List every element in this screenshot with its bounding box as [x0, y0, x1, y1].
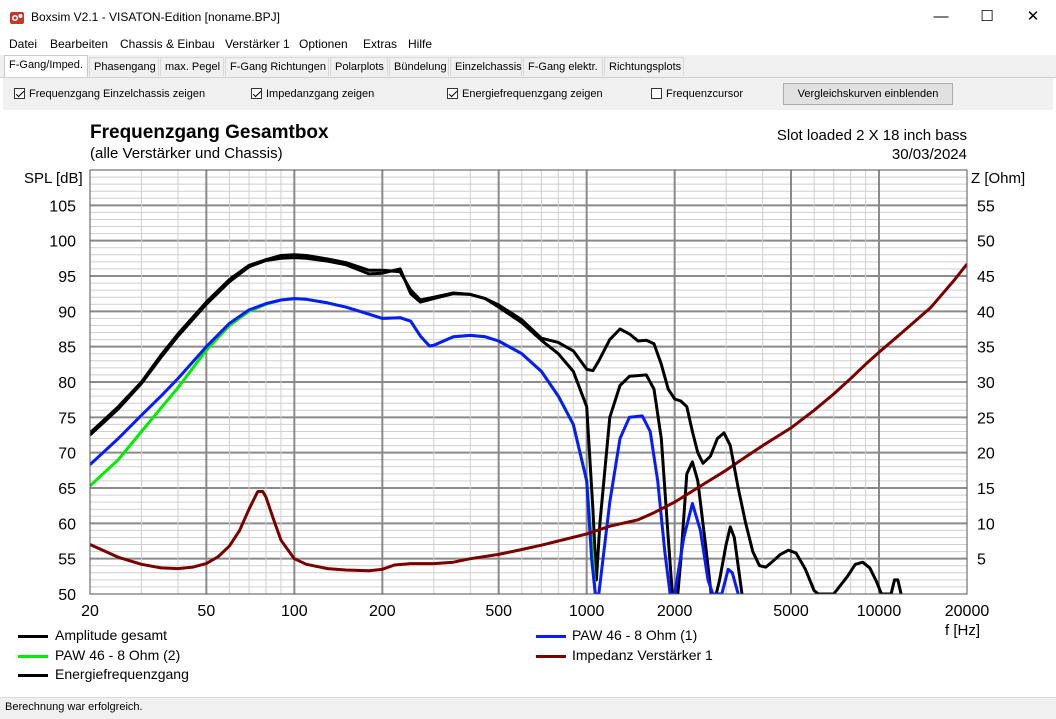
tab-polarplots[interactable]: Polarplots: [330, 57, 388, 76]
y-tick-label: 80: [58, 375, 76, 392]
project-name: Slot loaded 2 X 18 inch bass: [777, 127, 967, 144]
tab-phasengang[interactable]: Phasengang: [89, 57, 159, 76]
status-text: Berechnung war erfolgreich.: [5, 701, 143, 713]
legend-swatch-impedanz: [536, 655, 566, 658]
x-tick-label: 10000: [857, 603, 902, 620]
menu-bearbeiten[interactable]: Bearbeiten: [50, 37, 109, 51]
checkbox-energiefrequenzgang[interactable]: Energiefrequenzgang zeigen: [447, 88, 603, 100]
menu-datei[interactable]: Datei: [9, 37, 38, 51]
frequency-response-chart[interactable]: Frequenzgang Gesamtbox (alle Verstärker …: [3, 112, 1053, 696]
maximize-button[interactable]: ☐: [980, 8, 994, 25]
y2-tick-label: 35: [977, 340, 995, 357]
x-tick-label: 500: [485, 603, 512, 620]
y-axis-label: SPL [dB]: [24, 170, 83, 187]
plot-panel: Frequenzgang Gesamtbox (alle Verstärker …: [3, 112, 1053, 696]
tab-max-pegel[interactable]: max. Pegel: [160, 57, 224, 76]
chart-grid: [90, 170, 967, 594]
chart-subtitle: (alle Verstärker und Chassis): [90, 145, 283, 162]
menu-verstaerker[interactable]: Verstärker 1: [225, 37, 290, 51]
checkbox-frequenzcursor-box[interactable]: [651, 88, 662, 99]
legend-swatch-paw46-2: [18, 655, 48, 658]
curve-paw-46-8-ohm-1-: [90, 297, 740, 594]
x-axis-label: f [Hz]: [945, 622, 980, 639]
legend-swatch-paw46-1: [536, 635, 566, 638]
checkbox-energiefrequenzgang-box[interactable]: [447, 88, 458, 99]
chart-date: 30/03/2024: [892, 146, 967, 163]
legend-label-impedanz: Impedanz Verstärker 1: [572, 647, 713, 663]
y-tick-label: 55: [58, 552, 76, 569]
tab-f-gang-elektr[interactable]: F-Gang elektr.: [523, 57, 603, 76]
checkbox-energiefrequenzgang-label: Energiefrequenzgang zeigen: [462, 88, 603, 100]
y-tick-label: 90: [58, 304, 76, 321]
chart-tick-labels: 50 55 60 65 70 75 80 85 90 95 100 105 5 10 15 20 25 30 35 4…: [49, 198, 995, 620]
x-tick-label: 50: [197, 603, 215, 620]
plot-frame: [89, 169, 968, 595]
tab-buendelung[interactable]: Bündelung: [389, 57, 449, 76]
y-tick-label: 50: [58, 587, 76, 604]
legend-label-paw46-2: PAW 46 - 8 Ohm (2): [55, 647, 181, 663]
checkbox-impedanzgang[interactable]: Impedanzgang zeigen: [251, 88, 374, 100]
tab-f-gang-richtungen[interactable]: F-Gang Richtungen: [225, 57, 329, 76]
checkbox-einzelchassis-label: Frequenzgang Einzelchassis zeigen: [29, 88, 206, 100]
tab-richtungsplots[interactable]: Richtungsplots: [604, 57, 684, 76]
legend-label-amplitude-gesamt: Amplitude gesamt: [55, 627, 168, 643]
chart-curves: [90, 253, 967, 594]
y-tick-label: 70: [58, 446, 76, 463]
tab-bar: F-Gang/Imped. Phasengang max. Pegel F-Ga…: [0, 55, 1056, 78]
chart-title: Frequenzgang Gesamtbox: [90, 122, 329, 143]
legend-swatch-energiefrequenzgang: [18, 674, 48, 677]
window-title: Boxsim V2.1 - VISATON-Edition [noname.BP…: [31, 10, 280, 24]
menu-chassis-einbau[interactable]: Chassis & Einbau: [120, 37, 215, 51]
x-tick-label: 5000: [773, 603, 809, 620]
y2-tick-label: 20: [977, 446, 995, 463]
checkbox-frequenzcursor[interactable]: Frequenzcursor: [651, 88, 743, 100]
checkbox-impedanzgang-box[interactable]: [251, 88, 262, 99]
y2-tick-label: 40: [977, 304, 995, 321]
y2-tick-label: 5: [977, 552, 986, 569]
y-tick-label: 95: [58, 269, 76, 286]
checkbox-einzelchassis-box[interactable]: [14, 88, 25, 99]
x-tick-label: 20: [81, 603, 99, 620]
y2-tick-label: 25: [977, 410, 995, 427]
checkbox-impedanzgang-label: Impedanzgang zeigen: [266, 88, 375, 100]
close-button[interactable]: ✕: [1026, 8, 1040, 25]
y-tick-label: 65: [58, 481, 76, 498]
y2-axis-label: Z [Ohm]: [971, 170, 1025, 187]
curve-energiefrequenzgang: [90, 256, 903, 594]
curve-amplitude-gesamt: [90, 253, 744, 594]
x-tick-label: 20000: [945, 603, 990, 620]
y2-tick-label: 50: [977, 234, 995, 251]
menu-hilfe[interactable]: Hilfe: [408, 37, 433, 51]
minimize-button[interactable]: —: [933, 8, 949, 25]
x-tick-label: 100: [281, 603, 308, 620]
tab-einzelchassis[interactable]: Einzelchassis: [450, 57, 522, 76]
tab-f-gang-imped[interactable]: F-Gang/Imped.: [4, 55, 88, 77]
curve-impedanz-verst-rker-1: [90, 263, 967, 573]
vergleichskurven-button[interactable]: Vergleichskurven einblenden: [783, 83, 953, 105]
y2-tick-label: 55: [977, 198, 995, 215]
menu-extras[interactable]: Extras: [363, 37, 398, 51]
y-tick-label: 75: [58, 410, 76, 427]
checkbox-frequenzcursor-label: Frequenzcursor: [666, 88, 744, 100]
legend-label-paw46-1: PAW 46 - 8 Ohm (1): [572, 627, 698, 643]
x-tick-label: 2000: [657, 603, 693, 620]
legend-swatch-amplitude-gesamt: [18, 635, 48, 638]
y-tick-label: 85: [58, 340, 76, 357]
y2-tick-label: 15: [977, 481, 995, 498]
y2-tick-label: 45: [977, 269, 995, 286]
y-tick-label: 60: [58, 516, 76, 533]
menu-bar: Datei Bearbeiten Chassis & Einbau Verstä…: [0, 34, 1056, 54]
title-bar: Boxsim V2.1 - VISATON-Edition [noname.BP…: [0, 0, 1056, 34]
y2-tick-label: 10: [977, 516, 995, 533]
checkbox-einzelchassis[interactable]: Frequenzgang Einzelchassis zeigen: [14, 88, 205, 100]
legend-label-energiefrequenzgang: Energiefrequenzgang: [55, 666, 189, 682]
boxsim-app-icon: [10, 12, 24, 24]
menu-optionen[interactable]: Optionen: [299, 37, 348, 51]
y2-tick-label: 30: [977, 375, 995, 392]
x-tick-label: 1000: [569, 603, 605, 620]
x-tick-label: 200: [369, 603, 396, 620]
y-tick-label: 100: [49, 234, 76, 251]
y-tick-label: 105: [49, 198, 76, 215]
status-bar: Berechnung war erfolgreich.: [0, 697, 1056, 719]
